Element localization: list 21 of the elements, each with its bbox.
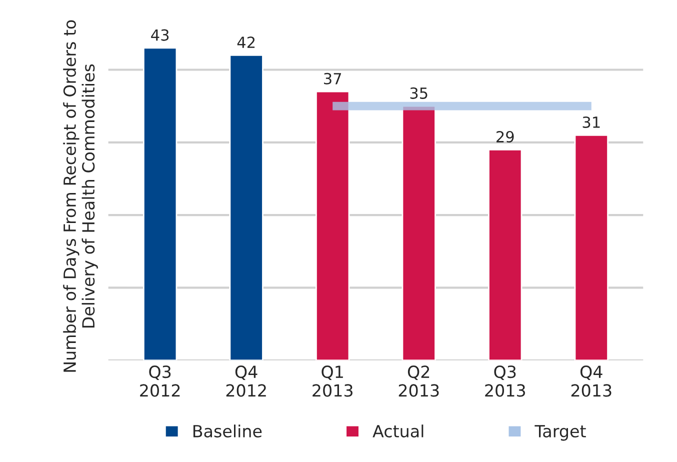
bar (229, 54, 264, 360)
bar (316, 90, 350, 360)
x-tick-label: Q3 2012 (140, 366, 180, 397)
data-label: 29 (496, 130, 514, 143)
x-tick-label: Q3 2013 (485, 366, 525, 397)
x-tick-label: Q4 2013 (571, 366, 612, 397)
data-label: 31 (582, 116, 600, 128)
bar (488, 148, 522, 360)
x-tick-label: Q1 2013 (312, 366, 352, 397)
bar (142, 47, 178, 360)
x-tick-label: Q2 2013 (398, 366, 439, 397)
data-label: 35 (410, 87, 428, 99)
data-label: 42 (237, 36, 255, 48)
data-label: 37 (324, 72, 342, 84)
y-axis-title: Number of Days From Receipt of Orders to Delivery of Health Commodities (63, 20, 98, 372)
legend-label: Baseline (193, 424, 262, 438)
legend-label: Actual (372, 424, 424, 438)
legend-label: Target (534, 425, 586, 441)
bar (574, 134, 608, 360)
data-label: 43 (151, 29, 169, 41)
x-tick-label: Q4 2012 (226, 366, 266, 397)
